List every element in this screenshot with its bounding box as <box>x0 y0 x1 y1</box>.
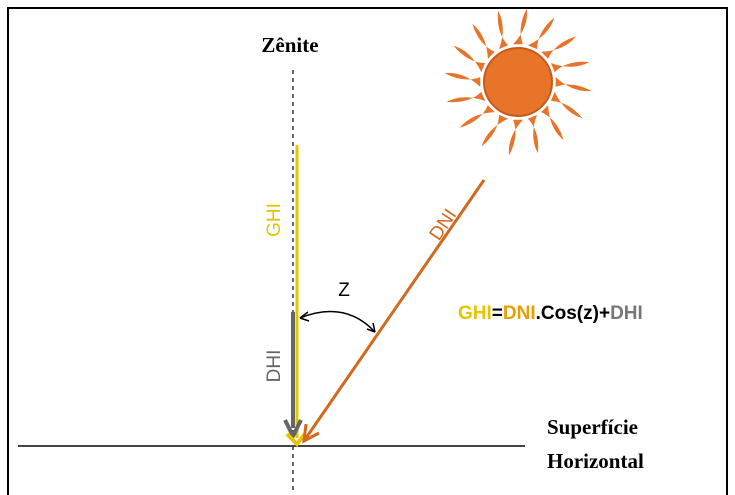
sun-ray <box>555 77 592 92</box>
formula-part: .Cos(z)+ <box>536 303 610 324</box>
formula-part: DHI <box>610 303 643 324</box>
surface-label: Horizontal <box>547 449 644 473</box>
sun-disc <box>483 47 553 117</box>
angle-arc <box>299 310 376 333</box>
sun-ray <box>527 17 555 50</box>
sun-ray <box>472 23 495 59</box>
frame <box>7 7 728 495</box>
sun-ray <box>481 114 509 147</box>
sun-ray <box>497 10 509 50</box>
surface-label: Superfície <box>547 415 638 439</box>
ghi-label: GHI <box>264 203 285 237</box>
sun-ray <box>527 114 539 154</box>
dhi-label: DHI <box>264 350 285 383</box>
zenith-label: Zênite <box>261 33 318 57</box>
sun-ray <box>453 45 486 73</box>
ghi-arrow <box>285 432 307 447</box>
formula-part: = <box>492 303 503 324</box>
formula: GHI=DNI.Cos(z)+DHI <box>458 303 643 324</box>
dhi-arrow <box>283 419 303 441</box>
sun-ray <box>508 119 523 156</box>
sun-ray <box>513 8 528 45</box>
angle-arrows <box>299 311 376 333</box>
sun-ray <box>459 105 495 128</box>
angle-label: Z <box>338 280 350 301</box>
sun <box>444 8 592 156</box>
dni-line <box>304 179 486 439</box>
sun-ray <box>550 91 583 119</box>
dni-arrow <box>302 423 320 444</box>
sun-ray <box>444 72 481 87</box>
sun-ray <box>550 61 590 73</box>
sun-ray <box>541 105 564 141</box>
formula-part: GHI <box>458 303 492 324</box>
sun-ray <box>541 36 577 59</box>
formula-part: DNI <box>503 303 536 324</box>
sun-ray <box>446 91 486 103</box>
